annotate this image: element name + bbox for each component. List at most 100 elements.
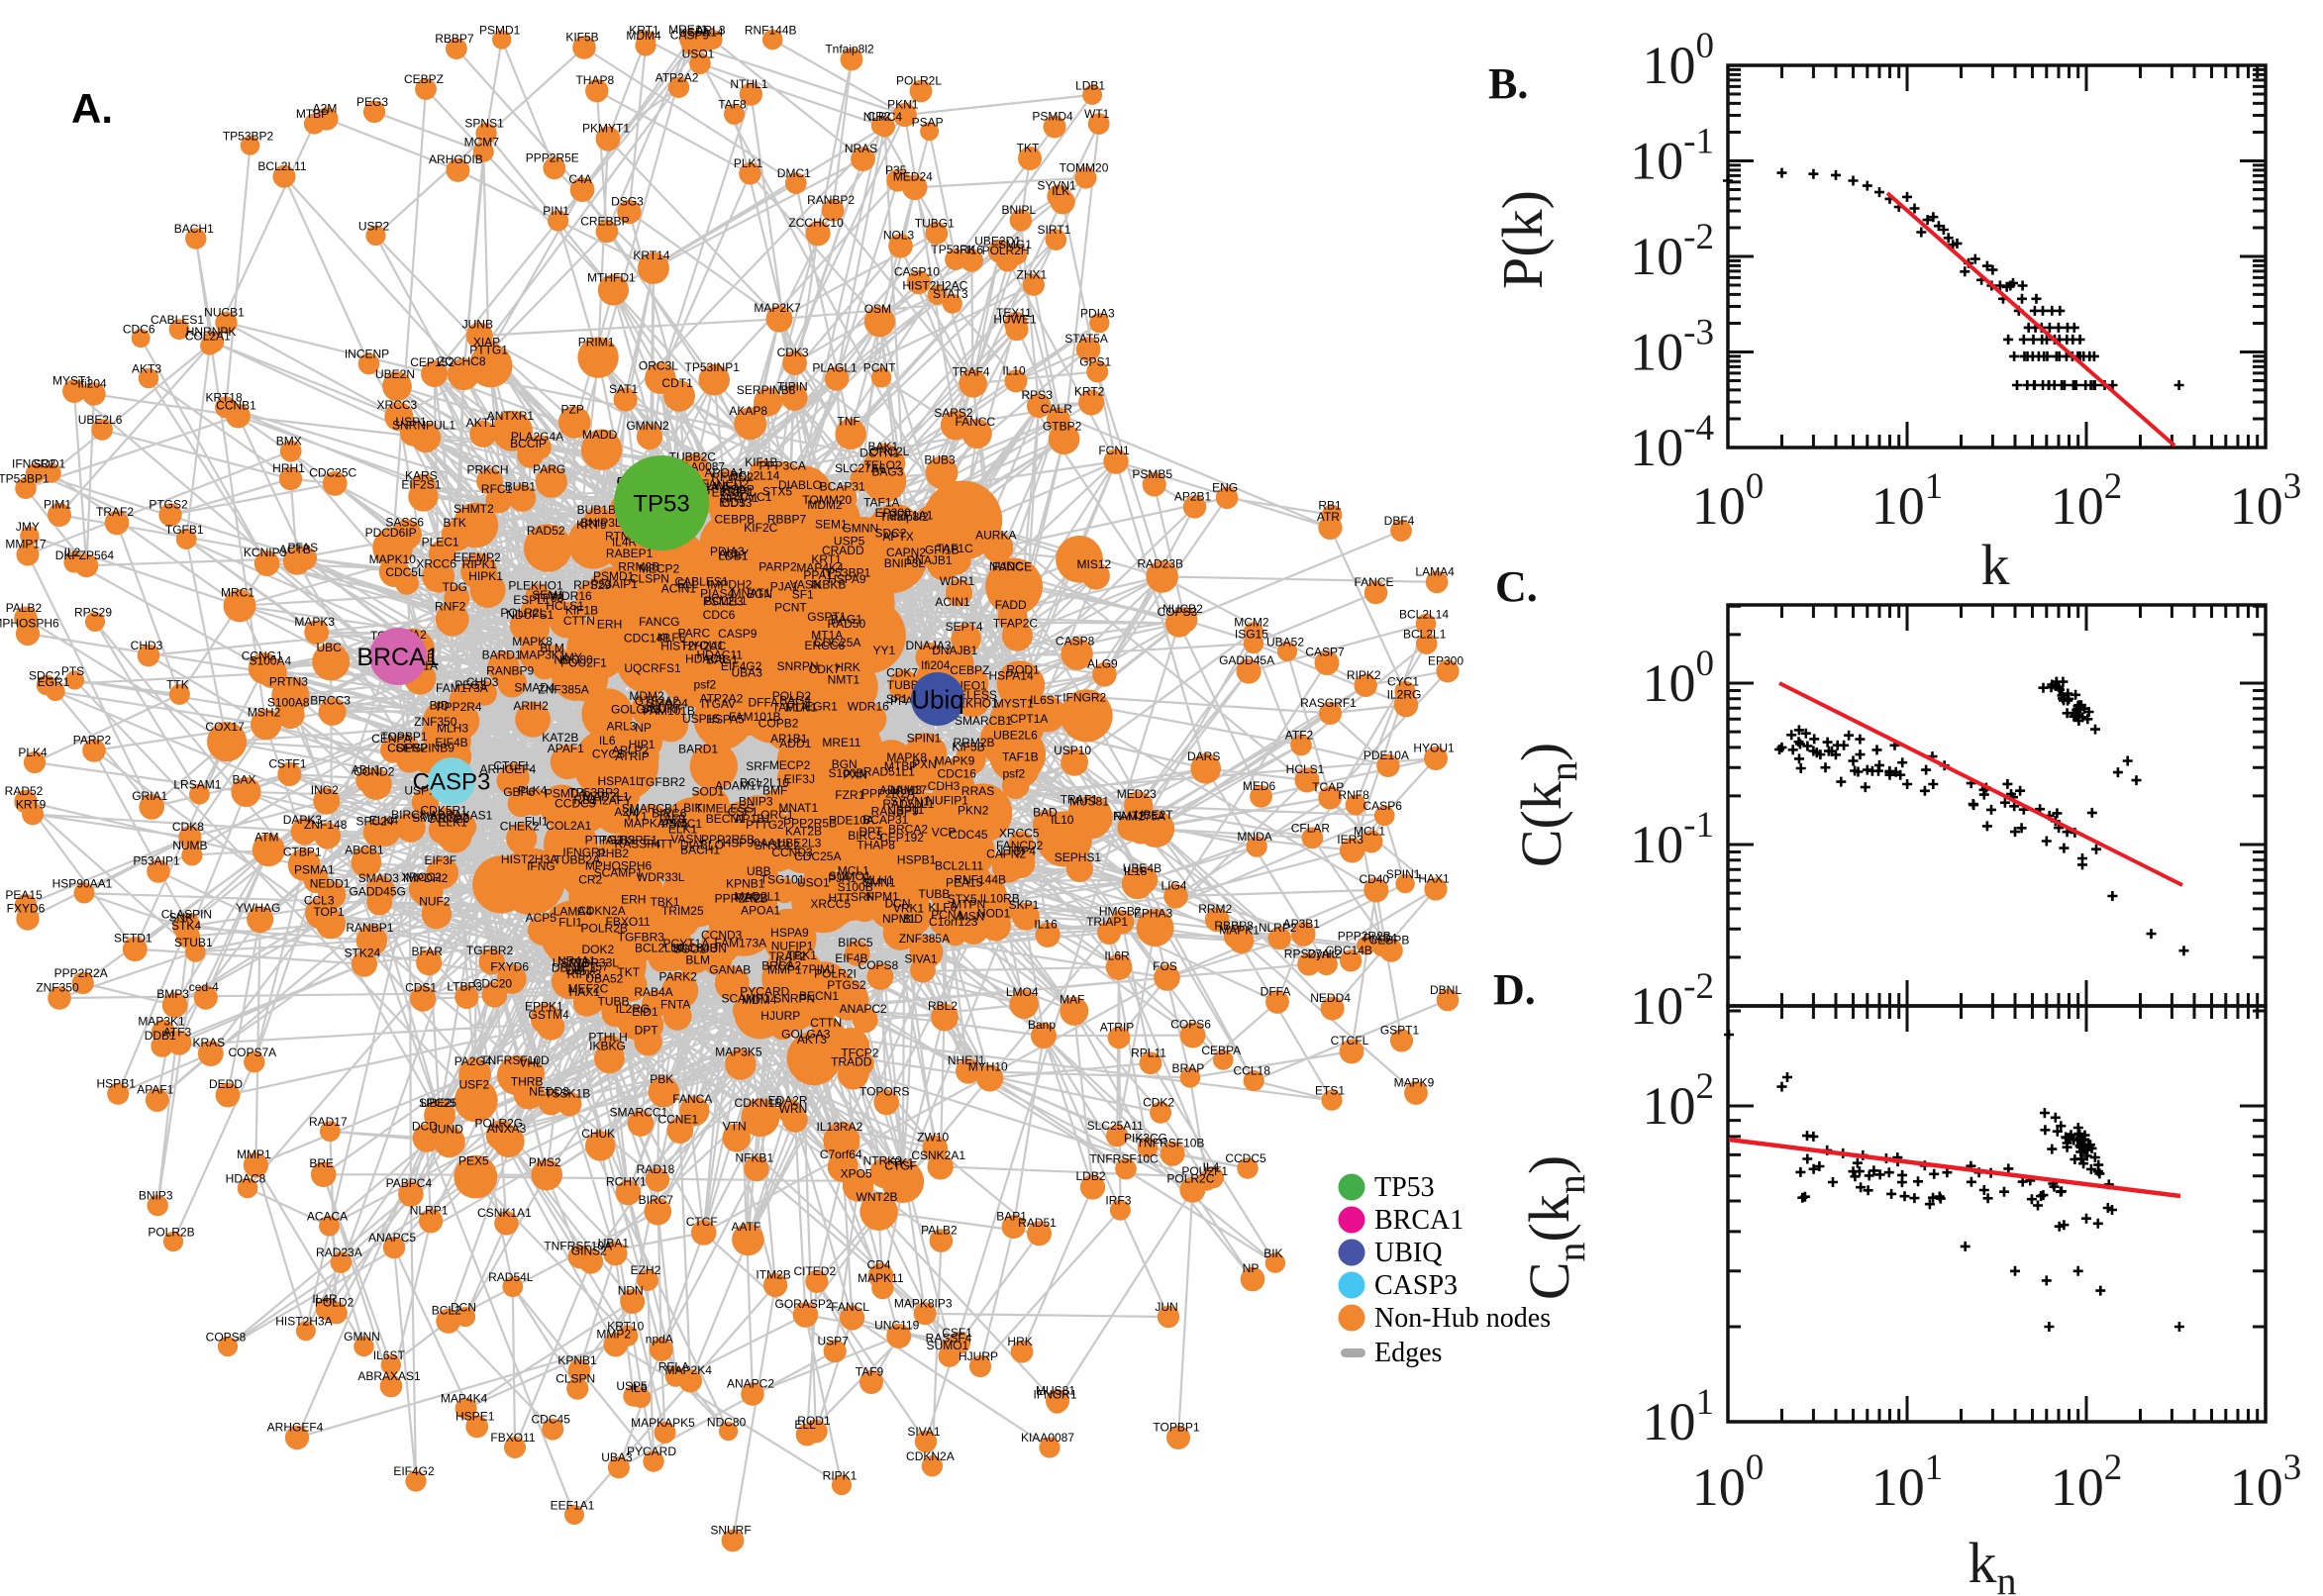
svg-text:VTN: VTN — [723, 1120, 747, 1134]
svg-text:CCNG1: CCNG1 — [242, 648, 283, 662]
svg-text:ELK4: ELK4 — [369, 813, 399, 827]
svg-text:kn: kn — [1969, 1531, 2017, 1596]
svg-text:USP1: USP1 — [395, 415, 427, 429]
svg-text:PTTG1: PTTG1 — [469, 343, 508, 356]
svg-text:SMARCB1: SMARCB1 — [955, 714, 1012, 728]
svg-text:CEP152: CEP152 — [410, 355, 454, 369]
svg-text:HSPA5: HSPA5 — [706, 713, 745, 727]
svg-text:MAPK10: MAPK10 — [369, 552, 417, 566]
svg-text:SHMT2: SHMT2 — [454, 502, 494, 516]
svg-text:CCND2: CCND2 — [354, 764, 395, 778]
svg-text:MED24: MED24 — [893, 169, 933, 183]
svg-text:NLRC4: NLRC4 — [863, 110, 903, 124]
svg-text:SMARCB1: SMARCB1 — [622, 801, 679, 815]
svg-text:VHL: VHL — [519, 1055, 543, 1069]
svg-text:103: 103 — [2230, 466, 2302, 536]
svg-text:TUBB: TUBB — [918, 887, 950, 901]
svg-text:S100A4: S100A4 — [249, 654, 291, 668]
svg-text:LRSAM1: LRSAM1 — [173, 778, 221, 792]
svg-text:UBE4B: UBE4B — [1123, 861, 1162, 875]
svg-text:RPL11: RPL11 — [1131, 1047, 1166, 1060]
svg-text:ORC1: ORC1 — [760, 808, 794, 822]
svg-text:PALB2: PALB2 — [6, 601, 43, 615]
svg-text:CR2: CR2 — [867, 109, 891, 123]
svg-text:KIF5B: KIF5B — [565, 31, 598, 45]
svg-text:PPP2R2A: PPP2R2A — [54, 966, 108, 980]
svg-text:NOD1: NOD1 — [977, 907, 1011, 921]
svg-text:BRCA2: BRCA2 — [888, 822, 928, 836]
svg-text:IL4: IL4 — [1203, 1160, 1220, 1174]
svg-text:PCNT: PCNT — [863, 361, 896, 375]
svg-text:KRT9: KRT9 — [16, 797, 47, 811]
svg-text:MCL1: MCL1 — [1354, 825, 1385, 839]
svg-text:P(k): P(k) — [1490, 190, 1555, 289]
svg-text:P53AIP1: P53AIP1 — [133, 854, 180, 868]
svg-text:NUFIP1: NUFIP1 — [771, 939, 814, 952]
svg-text:ORC2L: ORC2L — [869, 445, 909, 458]
svg-text:ARL3: ARL3 — [696, 24, 726, 38]
svg-text:XRCC5: XRCC5 — [999, 827, 1040, 841]
svg-text:DCD: DCD — [412, 1120, 438, 1134]
svg-text:FNTA: FNTA — [660, 997, 690, 1011]
svg-text:PSMD1: PSMD1 — [593, 569, 635, 583]
svg-text:AKT3: AKT3 — [797, 1033, 827, 1047]
svg-text:APAF1: APAF1 — [137, 1083, 173, 1097]
svg-text:KRT1: KRT1 — [811, 552, 842, 566]
svg-text:10-4: 10-4 — [1630, 408, 1714, 477]
svg-text:MYST1: MYST1 — [52, 374, 92, 388]
svg-text:BGN: BGN — [832, 757, 858, 771]
svg-text:SERPINB9: SERPINB9 — [396, 741, 455, 754]
svg-text:GBP6: GBP6 — [503, 785, 535, 799]
svg-text:IL6ST: IL6ST — [373, 1348, 406, 1362]
svg-text:ZNF350: ZNF350 — [36, 981, 79, 995]
svg-text:PRIM1: PRIM1 — [578, 336, 615, 349]
svg-text:MAP3K5: MAP3K5 — [715, 1046, 762, 1059]
svg-text:PRKCH: PRKCH — [466, 463, 508, 477]
svg-text:POLR2L: POLR2L — [500, 606, 546, 620]
svg-text:KRT10: KRT10 — [607, 1319, 644, 1333]
svg-text:HSP90AA1: HSP90AA1 — [723, 836, 783, 849]
svg-text:FAM101B: FAM101B — [643, 704, 695, 718]
svg-text:MMP1: MMP1 — [237, 1147, 271, 1161]
svg-text:PIM1: PIM1 — [809, 962, 837, 976]
svg-text:KIF1B: KIF1B — [745, 455, 777, 469]
svg-text:DCN: DCN — [885, 897, 911, 911]
svg-text:UBB: UBB — [747, 864, 771, 878]
svg-text:BFAR: BFAR — [412, 945, 444, 958]
svg-text:KIF2C: KIF2C — [744, 521, 777, 535]
svg-text:CEBPZ: CEBPZ — [950, 663, 989, 677]
svg-text:IL16: IL16 — [1034, 917, 1058, 931]
svg-text:CASP3: CASP3 — [413, 769, 491, 796]
svg-text:TOPBP1: TOPBP1 — [1153, 1420, 1199, 1434]
svg-text:TP53BP2: TP53BP2 — [568, 785, 620, 799]
svg-text:C4A: C4A — [568, 172, 591, 186]
svg-text:SOD1: SOD1 — [692, 784, 725, 798]
svg-text:CTCFL: CTCFL — [1331, 1034, 1369, 1047]
svg-text:BLM: BLM — [540, 642, 564, 655]
svg-text:AKAP8: AKAP8 — [729, 404, 767, 418]
svg-text:CEBPZ: CEBPZ — [404, 72, 444, 86]
svg-text:ABRAXAS1: ABRAXAS1 — [357, 1369, 421, 1383]
svg-text:PEG3: PEG3 — [454, 678, 486, 692]
svg-text:MAP3K1: MAP3K1 — [138, 1014, 185, 1028]
svg-text:PSAP: PSAP — [723, 482, 755, 496]
svg-text:FZR1: FZR1 — [835, 788, 864, 802]
svg-text:SEM1: SEM1 — [815, 518, 848, 532]
svg-text:FANCG: FANCG — [639, 615, 679, 629]
svg-text:CASP6: CASP6 — [1364, 799, 1403, 813]
svg-text:TP53INP1: TP53INP1 — [685, 360, 741, 374]
svg-text:TGFB1: TGFB1 — [165, 523, 204, 537]
svg-text:IFNGR1: IFNGR1 — [562, 846, 606, 859]
svg-text:RAD51: RAD51 — [1018, 1216, 1057, 1230]
svg-text:CEBPA: CEBPA — [1201, 1044, 1241, 1057]
svg-text:CDC6: CDC6 — [123, 322, 155, 336]
svg-text:Edges: Edges — [1374, 1338, 1442, 1368]
svg-text:PTTG2: PTTG2 — [746, 818, 784, 832]
svg-text:TAF1B: TAF1B — [1002, 750, 1038, 764]
svg-text:USP15: USP15 — [682, 712, 720, 726]
svg-text:NOL3: NOL3 — [883, 229, 915, 243]
svg-text:JUN: JUN — [704, 942, 727, 955]
svg-text:THRB: THRB — [511, 1075, 544, 1089]
svg-text:PALB2: PALB2 — [599, 834, 636, 848]
svg-text:BAG1: BAG1 — [706, 653, 738, 667]
